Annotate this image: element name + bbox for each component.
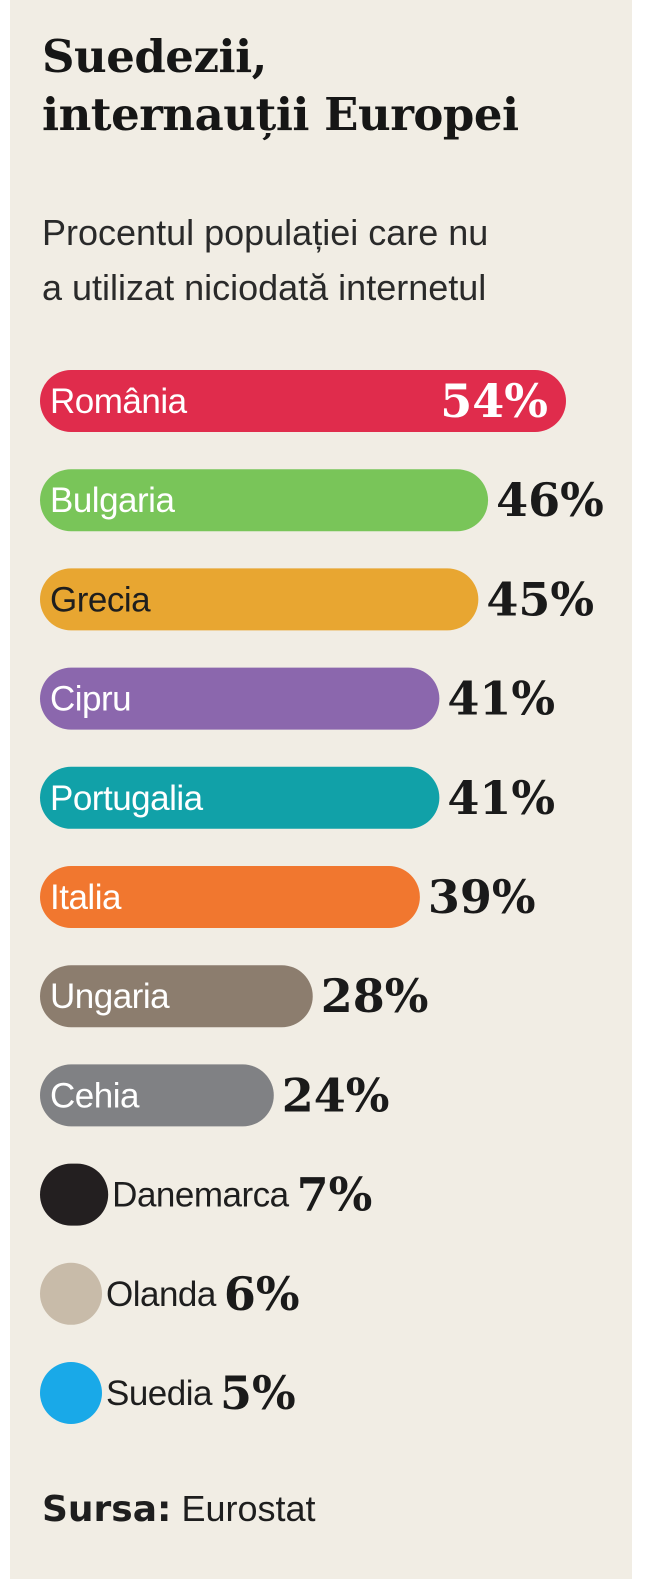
bar-group-portugalia: Portugalia 41% (40, 766, 555, 829)
bar-group-romania: România 54% (40, 370, 566, 432)
category-label-cipru: Cipru (50, 680, 131, 719)
chart-subtitle: Procentul populației care nu a utilizat … (42, 212, 489, 308)
infographic-card: Suedezii, internauții Europei Procentul … (10, 0, 632, 1579)
bar-group-ungaria: Ungaria 28% (40, 965, 429, 1028)
value-label-italia: 39% (428, 870, 536, 924)
value-label-cehia: 24% (282, 1068, 390, 1122)
bar-cipru (40, 667, 440, 730)
value-label-grecia: 45% (486, 572, 594, 626)
source-label: Sursa: (42, 1489, 172, 1530)
value-label-danemarca: 7% (297, 1168, 373, 1222)
bar-olanda (40, 1262, 102, 1325)
value-label-portugalia: 41% (447, 771, 555, 825)
bar-chart: România 54%Bulgaria 46%Grecia 45%Cipru 41%Po… (40, 370, 604, 1424)
bar-group-olanda: Olanda 6% (40, 1262, 300, 1325)
category-label-cehia: Cehia (50, 1076, 140, 1115)
bar-group-cipru: Cipru 41% (40, 667, 555, 730)
bar-group-grecia: Grecia 45% (40, 568, 594, 631)
category-label-bulgaria: Bulgaria (50, 481, 175, 520)
bar-group-danemarca: Danemarca 7% (40, 1163, 373, 1226)
category-label-ungaria: Ungaria (50, 977, 170, 1016)
bar-group-cehia: Cehia 24% (40, 1064, 390, 1127)
bar-ungaria (40, 965, 313, 1028)
category-label-grecia: Grecia (50, 580, 151, 619)
bar-bulgaria (40, 469, 489, 532)
category-label-danemarca: Danemarca (112, 1176, 289, 1215)
category-label-italia: Italia (50, 878, 122, 917)
source-note: Sursa: Eurostat (42, 1488, 316, 1530)
category-label-romania: România (50, 382, 188, 421)
bar-italia (40, 866, 420, 928)
bar-cehia (40, 1064, 274, 1127)
bar-portugalia (40, 766, 440, 829)
bar-group-italia: Italia 39% (40, 866, 536, 928)
value-label-olanda: 6% (224, 1267, 300, 1321)
bar-group-bulgaria: Bulgaria 46% (40, 469, 604, 532)
source-value: Eurostat (181, 1488, 316, 1529)
bar-group-suedia: Suedia 5% (40, 1362, 296, 1424)
category-label-portugalia: Portugalia (50, 779, 204, 818)
bar-suedia (40, 1362, 102, 1424)
bar-romania (40, 370, 566, 432)
value-label-suedia: 5% (220, 1366, 296, 1420)
value-label-ungaria: 28% (321, 969, 429, 1023)
bar-danemarca (40, 1163, 109, 1226)
chart-title: Suedezii, internauții Europei (42, 30, 519, 141)
category-label-suedia: Suedia (106, 1374, 213, 1413)
bar-grecia (40, 568, 479, 631)
value-label-bulgaria: 46% (496, 473, 604, 527)
value-label-cipru: 41% (447, 672, 555, 726)
category-label-olanda: Olanda (106, 1275, 217, 1314)
value-label-romania: 54% (440, 374, 548, 428)
